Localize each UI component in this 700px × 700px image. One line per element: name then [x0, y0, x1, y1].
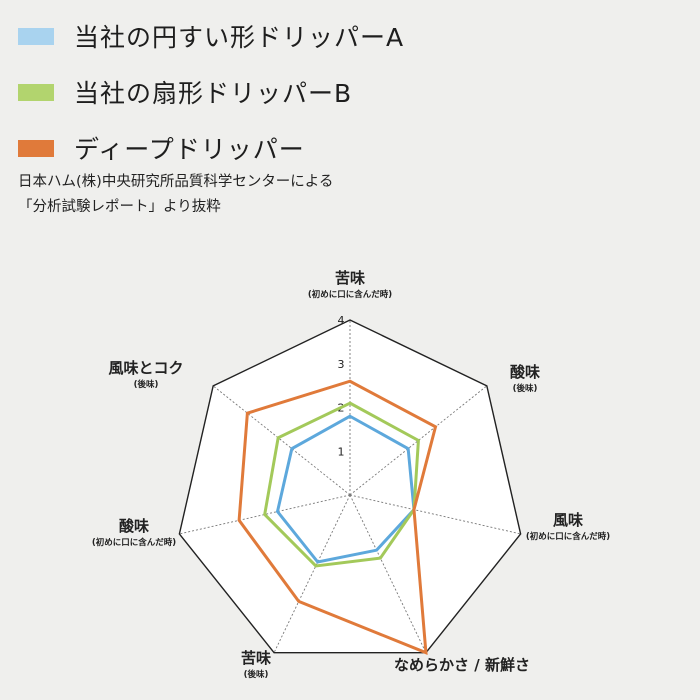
legend-label: ディープドリッパー — [74, 135, 305, 164]
axis-sublabel: (初めに口に含んだ時) — [308, 289, 392, 300]
tick-label: 4 — [338, 314, 345, 327]
tick-label: 3 — [338, 358, 345, 371]
series-line — [263, 401, 420, 568]
grid-spoke — [212, 385, 351, 496]
legend-item-deep-dripper: ディープドリッパー — [18, 120, 404, 176]
legend-swatch — [18, 83, 54, 101]
axis-label: 苦味 — [335, 269, 365, 287]
axis-label: 風味 — [553, 511, 583, 529]
grid-spoke — [349, 385, 488, 496]
grid-spoke — [349, 494, 521, 535]
source-line-1: 日本ハム(株)中央研究所品質科学センターによる — [18, 174, 334, 190]
legend-item-dripper-a: 当社の円すい形ドリッパーA — [18, 8, 404, 64]
source-line-2: 「分析試験レポート」より抜粋 — [18, 199, 221, 215]
axis-sublabel: (初めに口に含んだ時) — [526, 531, 610, 542]
grid-spoke — [349, 494, 427, 653]
legend: 当社の円すい形ドリッパーA 当社の扇形ドリッパーB ディープドリッパー — [18, 8, 404, 176]
axis-label: 酸味 — [119, 517, 149, 535]
legend-swatch — [18, 139, 54, 157]
legend-label: 当社の扇形ドリッパーB — [74, 79, 353, 108]
legend-item-dripper-b: 当社の扇形ドリッパーB — [18, 64, 404, 120]
axis-label: なめらかさ / 新鮮さ — [394, 656, 530, 674]
axis-label: 酸味 — [510, 363, 540, 381]
axis-label: 苦味 — [241, 649, 271, 667]
legend-label: 当社の円すい形ドリッパーA — [74, 23, 405, 52]
source-note: 日本ハム(株)中央研究所品質科学センターによる 「分析試験レポート」より抜粋 — [18, 170, 333, 220]
axis-label: 風味とコク — [108, 359, 183, 377]
series-line — [237, 379, 438, 655]
series-line — [275, 414, 416, 564]
axis-sublabel: (初めに口に含んだ時) — [92, 537, 176, 548]
legend-swatch — [18, 27, 54, 45]
grid-spoke — [179, 494, 351, 535]
tick-label: 1 — [338, 445, 345, 458]
grid-spoke — [273, 494, 351, 653]
axis-sublabel: (後味) — [513, 383, 538, 394]
axis-sublabel: (後味) — [134, 379, 159, 390]
axis-sublabel: (後味) — [244, 669, 269, 680]
